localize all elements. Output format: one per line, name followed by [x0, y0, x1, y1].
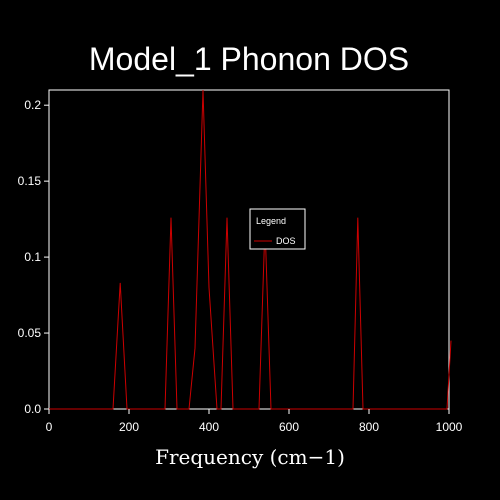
legend-title: Legend: [256, 216, 286, 226]
x-tick-label-2: 400: [199, 420, 219, 434]
y-tick-label-2: 0.1: [24, 250, 41, 264]
x-tick-label-5: 1000: [436, 420, 463, 434]
series-layer: [49, 89, 452, 410]
y-tick-label-1: 0.05: [18, 326, 42, 340]
y-tick-label-0: 0.0: [24, 402, 41, 416]
x-axis-label: Frequency (cm−1): [155, 445, 345, 469]
x-tick-label-4: 800: [359, 420, 379, 434]
legend: Legend DOS: [249, 208, 306, 250]
x-axis: 0 200 400 600 800 1000: [46, 409, 463, 434]
y-tick-label-3: 0.15: [18, 174, 42, 188]
chart-title: Model_1 Phonon DOS: [89, 41, 409, 77]
x-tick-label-1: 200: [119, 420, 139, 434]
y-axis: 0.0 0.05 0.1 0.15 0.2: [18, 98, 49, 416]
x-tick-label-0: 0: [46, 420, 53, 434]
y-tick-label-4: 0.2: [24, 98, 41, 112]
x-tick-label-3: 600: [279, 420, 299, 434]
legend-box: [249, 208, 306, 250]
legend-entry-dos: DOS: [276, 236, 296, 246]
series-line-dos: [49, 89, 452, 410]
plot-area: 0 200 400 600 800 1000 0.0 0.05 0.1 0.15 0.2: [18, 89, 463, 434]
plot-frame: [48, 89, 450, 410]
